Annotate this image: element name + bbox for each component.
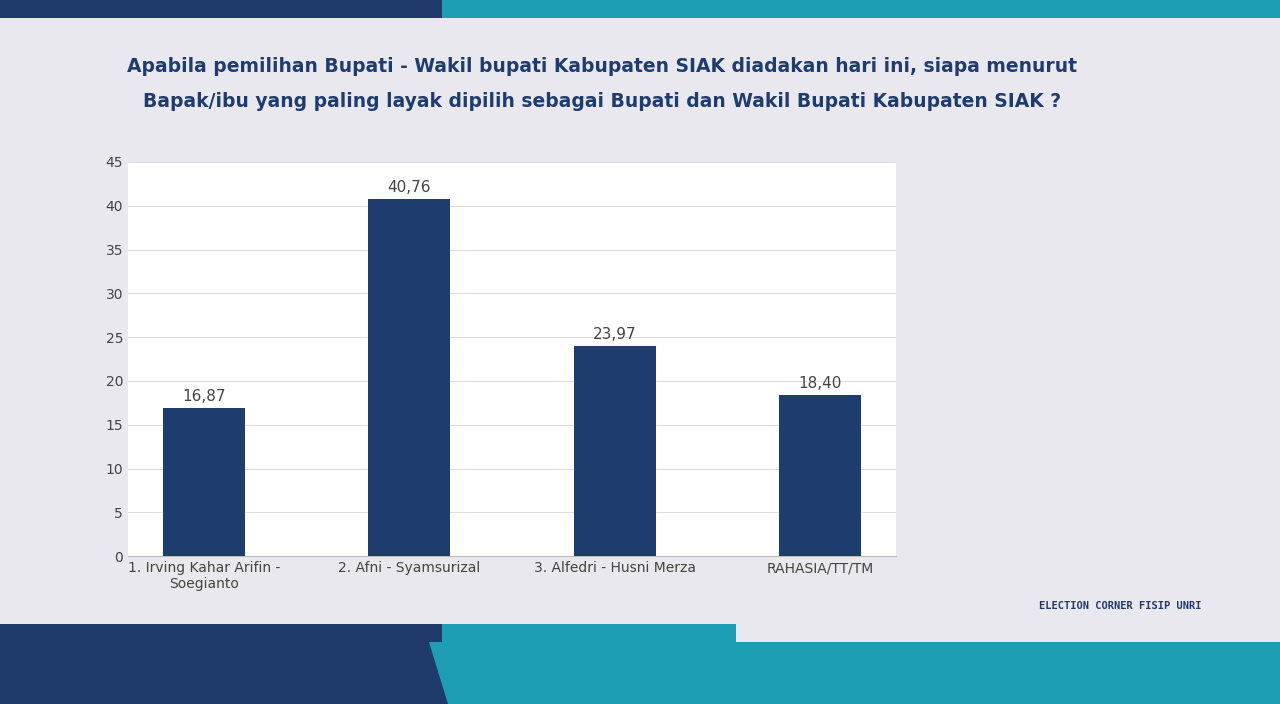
Text: 40,76: 40,76 [388,180,431,195]
Bar [442,0,1280,18]
Bar [0,0,442,18]
PathPatch shape [429,642,1280,704]
Text: 23,97: 23,97 [593,327,636,341]
Text: Bapak/ibu yang paling layak dipilih sebagai Bupati dan Wakil Bupati Kabupaten SI: Bapak/ibu yang paling layak dipilih seba… [142,92,1061,111]
Bar [780,395,861,556]
Text: ELECTION CORNER FISIP UNRI: ELECTION CORNER FISIP UNRI [1039,601,1201,611]
Text: 18,40: 18,40 [799,375,842,391]
PathPatch shape [0,642,480,704]
Bar [369,199,451,556]
Text: 16,87: 16,87 [182,389,225,404]
Bar [573,346,655,556]
Bar [163,408,244,556]
Bar [442,624,736,644]
Bar [0,624,442,644]
Text: Apabila pemilihan Bupati - Wakil bupati Kabupaten SIAK diadakan hari ini, siapa : Apabila pemilihan Bupati - Wakil bupati … [127,58,1076,76]
